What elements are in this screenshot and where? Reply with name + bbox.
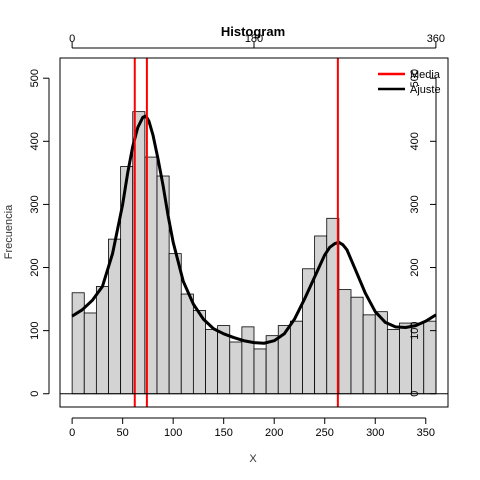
- top-tick-label: 180: [245, 33, 263, 45]
- plot-frame: [59, 57, 449, 408]
- right-tick-label: 100: [409, 321, 421, 339]
- y-tick-label: 300: [29, 195, 41, 213]
- histogram-bar: [241, 326, 255, 395]
- histogram-bar: [205, 328, 219, 395]
- y-tick-label: 500: [29, 69, 41, 87]
- x-axis-label: X: [249, 453, 257, 465]
- y-tick-label: 200: [29, 258, 41, 276]
- x-tick-label: 0: [69, 427, 75, 439]
- histogram-bar: [423, 320, 437, 395]
- y-tick-label: 400: [29, 132, 41, 150]
- x-tick-label: 100: [164, 427, 182, 439]
- right-tick-label: 300: [409, 195, 421, 213]
- top-tick-label: 0: [69, 33, 75, 45]
- x-axis-bottom: 0 50 100 150 200 250 300 350: [69, 417, 435, 439]
- legend: Media Ajuste: [378, 69, 441, 96]
- histogram-bar: [362, 314, 376, 395]
- histogram-bar: [180, 293, 194, 395]
- legend-label-media: Media: [410, 69, 441, 81]
- y-tick-label: 100: [29, 321, 41, 339]
- histogram-bar: [95, 286, 109, 395]
- x-tick-label: 350: [417, 427, 435, 439]
- histogram-bar: [314, 235, 328, 395]
- top-tick-label: 360: [427, 33, 445, 45]
- right-tick-label: 0: [409, 391, 421, 397]
- y-axis-label: Frecuencia: [3, 204, 15, 259]
- histogram-bars: [71, 111, 437, 395]
- plot-border: [59, 57, 449, 408]
- histogram-bar: [338, 289, 352, 395]
- histogram-bar: [168, 253, 182, 395]
- right-tick-label: 500: [409, 69, 421, 87]
- histogram-bar: [253, 348, 267, 395]
- y-tick-label: 0: [29, 391, 41, 397]
- histogram-bar: [83, 312, 97, 395]
- histogram-bar: [289, 320, 303, 395]
- x-axis-top: 0 180 360: [69, 33, 445, 49]
- x-tick-label: 150: [215, 427, 233, 439]
- right-tick-label: 400: [409, 132, 421, 150]
- histogram-bar: [192, 310, 206, 395]
- y-axis-left: 0 100 200 300 400 500: [29, 69, 50, 397]
- y-axis-right: 0 100 200 300 400 500: [409, 69, 437, 397]
- right-tick-label: 200: [409, 258, 421, 276]
- histogram-bar: [350, 296, 364, 395]
- histogram-bar: [229, 341, 243, 395]
- x-tick-label: 200: [265, 427, 283, 439]
- x-tick-label: 300: [366, 427, 384, 439]
- mean-lines: [133, 58, 339, 407]
- x-tick-label: 250: [316, 427, 334, 439]
- chart-title: Histogram: [221, 24, 285, 39]
- x-tick-label: 50: [117, 427, 129, 439]
- legend-label-ajuste: Ajuste: [410, 84, 441, 96]
- histogram-bar: [386, 328, 400, 395]
- histogram-bar: [265, 335, 279, 395]
